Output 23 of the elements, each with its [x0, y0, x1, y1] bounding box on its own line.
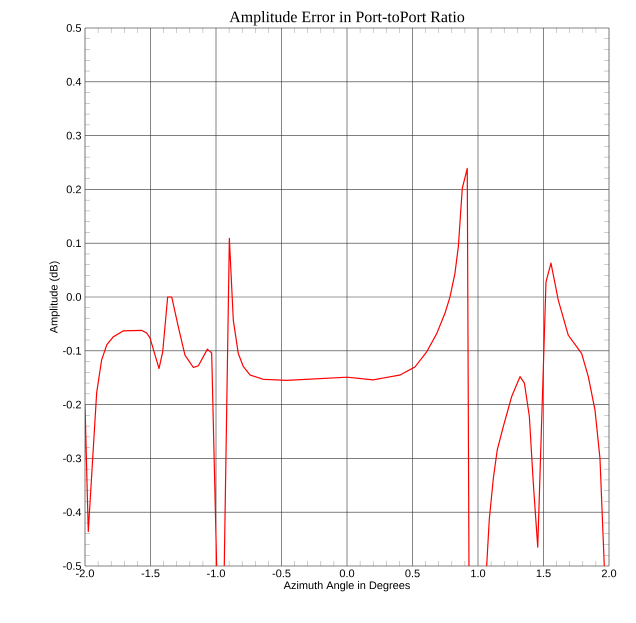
x-axis-title: Azimuth Angle in Degrees [284, 581, 410, 592]
x-tick-label: -1.0 [207, 570, 226, 578]
y-tick-label: 0.3 [66, 132, 81, 140]
x-tick-label: 1.5 [536, 570, 551, 578]
x-tick-label: 1.0 [471, 570, 486, 578]
x-tick-label: -0.5 [272, 570, 290, 578]
y-axis-title: Amplitude (dB) [50, 261, 60, 334]
y-tick-label: 0.4 [66, 78, 82, 86]
y-tick-label: 0.2 [66, 186, 81, 194]
y-tick-label: -0.4 [63, 508, 82, 516]
y-tick-label: -0.1 [63, 346, 81, 355]
y-tick-label: 0.0 [66, 293, 82, 301]
y-tick-label: 0.1 [66, 239, 81, 248]
y-tick-label: 0.5 [66, 24, 82, 32]
x-tick-label: 2.0 [602, 570, 616, 578]
x-tick-label: -2.0 [76, 570, 94, 578]
y-tick-label: -0.2 [63, 400, 81, 408]
x-tick-label: 0.0 [340, 570, 354, 578]
chart-title: Amplitude Error in Port-toPort Ratio [229, 11, 464, 26]
y-tick-label: -0.5 [63, 562, 82, 570]
x-tick-label: -1.5 [142, 570, 160, 578]
y-tick-label: -0.3 [63, 454, 81, 462]
x-tick-label: 0.5 [405, 570, 420, 578]
